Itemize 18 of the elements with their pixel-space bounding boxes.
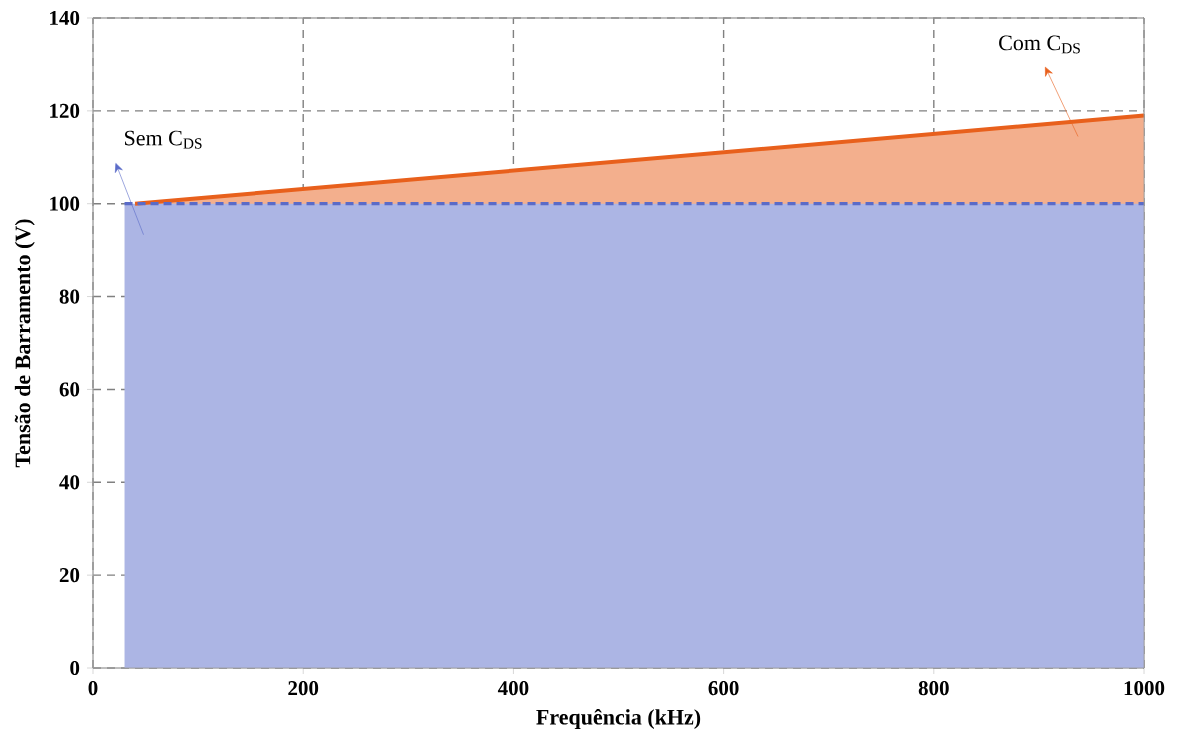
y-tick-label: 120 — [50, 103, 80, 118]
x-tick-label: 0 — [88, 681, 98, 696]
text: Com C$_{DS}$ — [999, 35, 1080, 54]
y-axis-title: Tensão de Barramento (V) — [14, 219, 35, 468]
y-tick-label: 100 — [50, 196, 80, 211]
x-tick-label: 600 — [708, 681, 739, 696]
x-tick-label: 200 — [288, 681, 319, 696]
y-tick-label: 60 — [59, 382, 80, 397]
y-tick-label: 80 — [59, 289, 80, 304]
y-tick-label: 20 — [59, 568, 80, 583]
x-tick-label: 1000 — [1124, 681, 1165, 696]
y-tick-label: 140 — [50, 10, 80, 26]
x-tick-label: 800 — [918, 681, 949, 696]
x-axis-title: Frequência (kHz) — [536, 708, 701, 730]
y-tick-label: 40 — [59, 475, 80, 490]
y-tick-label: 0 — [70, 660, 80, 676]
x-tick-label: 400 — [497, 681, 529, 696]
text: Sem C$_{DS}$ — [125, 130, 202, 149]
